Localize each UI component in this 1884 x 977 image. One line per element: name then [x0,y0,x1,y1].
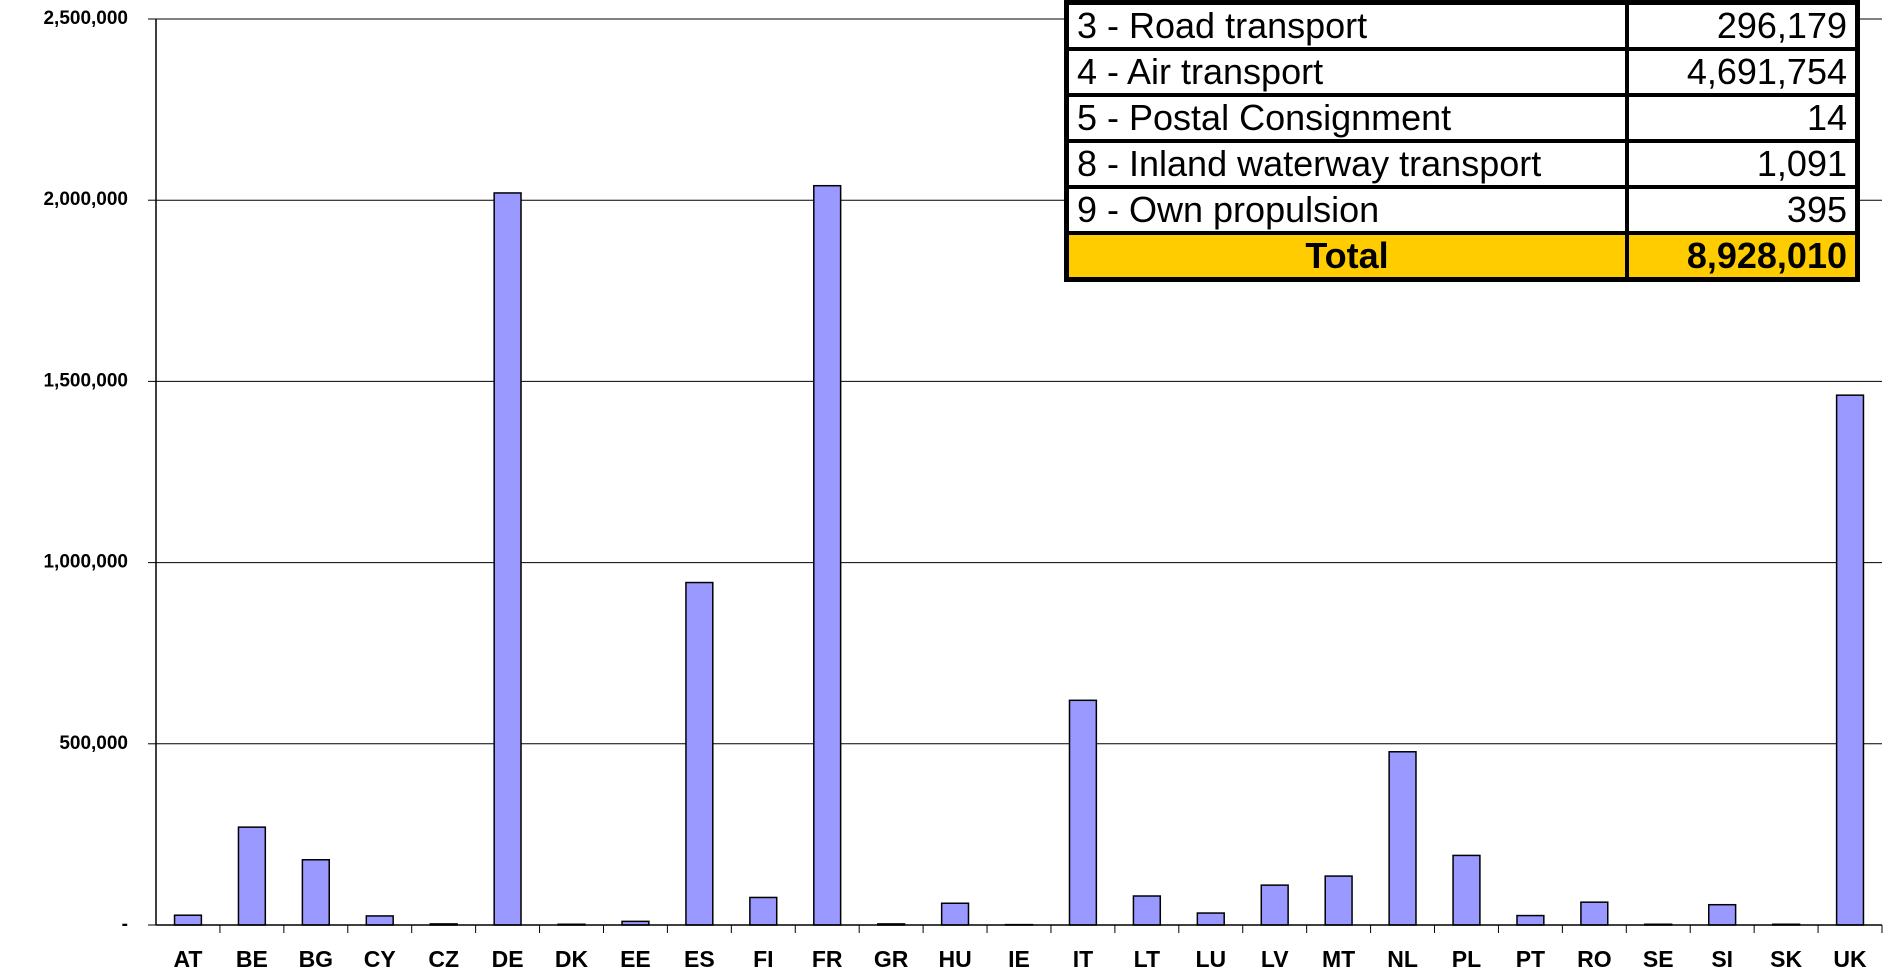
table-row: 9 - Own propulsion 395 [1064,185,1860,235]
y-tick-label: 500,000 [59,733,128,754]
bar [685,581,714,926]
bar [1068,699,1098,926]
x-tick-label: CZ [428,946,459,972]
x-tick-label: RO [1577,946,1612,972]
x-tick-label: IE [1008,946,1030,972]
bar [237,826,267,926]
table-row: 8 - Inland waterway transport 1,091 [1064,139,1860,189]
mode-value: 1,091 [1625,139,1860,189]
x-tick-label: FR [812,946,843,972]
bar [1708,903,1737,926]
bar [365,915,394,926]
total-value: 8,928,010 [1625,231,1860,282]
bar [1388,751,1417,926]
x-tick-label: DE [492,946,524,972]
x-tick-label: SI [1711,946,1733,972]
mode-name: 3 - Road transport [1064,0,1629,51]
table-row: 4 - Air transport 4,691,754 [1064,47,1860,97]
mode-value: 395 [1625,185,1860,235]
y-tick-label: 2,500,000 [43,8,128,29]
bar [813,184,842,926]
table-row: 3 - Road transport 296,179 [1064,0,1860,51]
mode-value: 14 [1625,93,1860,143]
table-row: 5 - Postal Consignment 14 [1064,93,1860,143]
mode-name: 4 - Air transport [1064,47,1629,97]
x-tick-label: AT [173,946,202,972]
x-tick-label: PT [1516,946,1545,972]
bar [1835,394,1865,926]
y-tick-label: 1,500,000 [43,370,128,391]
bar [493,192,522,926]
x-tick-label: BE [236,946,268,972]
x-tick-label: EE [620,946,651,972]
x-tick-label: UK [1833,946,1867,972]
bar [1132,895,1162,926]
total-row: Total 8,928,010 [1064,231,1860,282]
bar [1196,912,1225,926]
bar [1452,854,1481,926]
y-tick-label: 2,000,000 [43,189,128,210]
x-tick-label: ES [684,946,715,972]
mode-name: 5 - Postal Consignment [1064,93,1629,143]
x-tick-label: LV [1261,946,1289,972]
bar [173,914,203,926]
y-tick-label: - [122,914,128,935]
x-tick-label: SE [1643,946,1674,972]
x-tick-label: MT [1322,946,1355,972]
x-tick-label: PL [1452,946,1481,972]
bar [1260,884,1289,926]
x-tick-label: SK [1770,946,1802,972]
x-tick-label: HU [938,946,971,972]
bar [1516,914,1545,926]
bar [301,859,330,926]
x-tick-label: FI [753,946,773,972]
mode-name: 8 - Inland waterway transport [1064,139,1629,189]
y-tick-label: 1,000,000 [43,552,128,573]
x-tick-label: IT [1073,946,1093,972]
mode-value: 296,179 [1625,0,1860,51]
mode-table: 3 - Road transport 296,179 4 - Air transpo… [1064,0,1860,282]
x-tick-label: LU [1195,946,1226,972]
total-label: Total [1064,231,1629,282]
bar [749,896,778,926]
bar [940,902,970,926]
bar [1580,901,1609,926]
mode-value: 4,691,754 [1625,47,1860,97]
x-tick-label: LT [1134,946,1160,972]
x-tick-label: GR [874,946,909,972]
mode-name: 9 - Own propulsion [1064,185,1629,235]
x-tick-label: NL [1387,946,1418,972]
bar [1324,875,1353,926]
x-tick-label: CY [364,946,396,972]
x-tick-label: DK [555,946,589,972]
x-tick-label: BG [299,946,334,972]
